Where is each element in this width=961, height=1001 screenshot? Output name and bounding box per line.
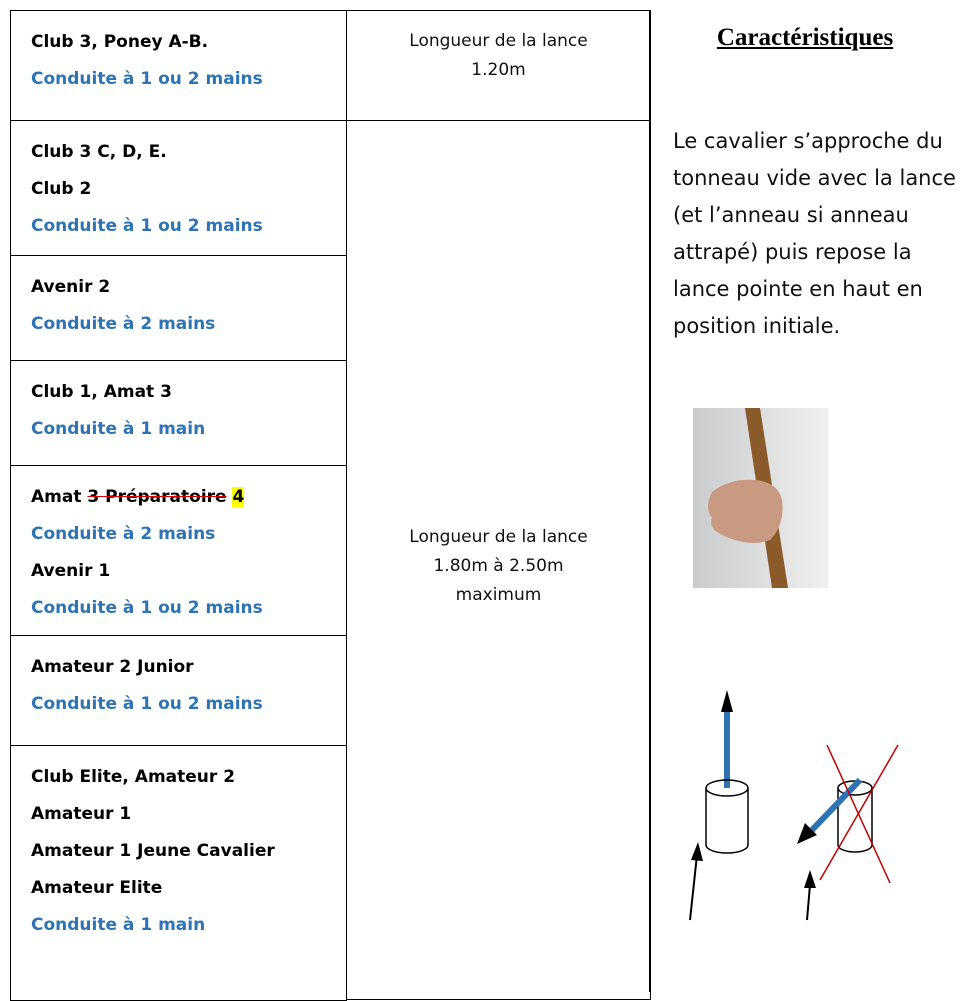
level-cell: Amateur 2 Junior Conduite à 1 ou 2 mains — [10, 635, 347, 746]
level-line: Amat 3 Préparatoire 4 — [31, 479, 346, 516]
arrow — [689, 854, 698, 921]
column-border — [649, 10, 651, 992]
level-cell: Club 1, Amat 3 Conduite à 1 main — [10, 360, 347, 466]
lance-line: Longueur de la lance — [409, 31, 588, 51]
level-line: Club 3, Poney A-B. — [31, 32, 209, 52]
photo-hand — [708, 479, 783, 544]
section-title: Caractéristiques — [716, 24, 894, 51]
lance-cell-long: Longueur de la lance 1.80m à 2.50m maxim… — [346, 120, 651, 1000]
conduite-line: Conduite à 1 ou 2 mains — [31, 69, 263, 89]
struck-text: 3 Préparatoire — [87, 487, 227, 507]
conduite-line: Conduite à 1 main — [31, 915, 206, 935]
level-line: Avenir 2 — [31, 277, 111, 297]
lance-line: Longueur de la lance — [409, 527, 588, 547]
arrow — [806, 884, 811, 921]
lance-text: Longueur de la lance 1.80m à 2.50m maxim… — [347, 523, 650, 610]
level-cell: Club 3 C, D, E. Club 2 Conduite à 1 ou 2 m… — [10, 120, 347, 256]
description: Le cavalier s’approche du tonneau vide a… — [673, 129, 956, 338]
level-line: Club 3 C, D, E. — [31, 142, 167, 162]
cross — [819, 744, 899, 881]
level-line: Club 2 — [31, 179, 92, 199]
lance-cell-short: Longueur de la lance 1.20m — [346, 10, 651, 121]
level-cell: Avenir 2 Conduite à 2 mains — [10, 255, 347, 361]
barrel — [705, 788, 749, 854]
lance — [809, 777, 863, 833]
lance-text: Longueur de la lance 1.20m — [347, 27, 650, 85]
conduite-line: Conduite à 1 ou 2 mains — [31, 694, 263, 714]
arrow-head — [721, 690, 733, 712]
level-cell: Club Elite, Amateur 2 Amateur 1 Amateur 1 … — [10, 745, 347, 1001]
level-line: Club 1, Amat 3 — [31, 382, 172, 402]
level-line: Amateur 1 Jeune Cavalier — [31, 841, 275, 861]
lance-line: 1.20m — [471, 60, 526, 80]
level-line: Amateur Elite — [31, 878, 163, 898]
conduite-line: Conduite à 2 mains — [31, 524, 216, 544]
conduite-line: Conduite à 1 ou 2 mains — [31, 216, 263, 236]
level-line: Avenir 1 — [31, 561, 111, 581]
lance-line: 1.80m à 2.50m — [433, 556, 564, 576]
level-line: Club Elite, Amateur 2 — [31, 767, 236, 787]
level-line: Amateur 2 Junior — [31, 657, 194, 677]
conduite-line: Conduite à 1 main — [31, 419, 206, 439]
lance-line: maximum — [455, 585, 542, 605]
level-line: Amateur 1 — [31, 804, 132, 824]
conduite-line: Conduite à 2 mains — [31, 314, 216, 334]
level-cell: Club 3, Poney A-B. Conduite à 1 ou 2 main… — [10, 10, 347, 121]
illustrations — [689, 408, 899, 921]
conduite-line: Conduite à 1 ou 2 mains — [31, 598, 263, 618]
level-cell: Amat 3 Préparatoire 4 Conduite à 2 mains A… — [10, 465, 347, 636]
level-text: Amat — [31, 487, 82, 507]
inserted-text: 4 — [232, 487, 245, 507]
